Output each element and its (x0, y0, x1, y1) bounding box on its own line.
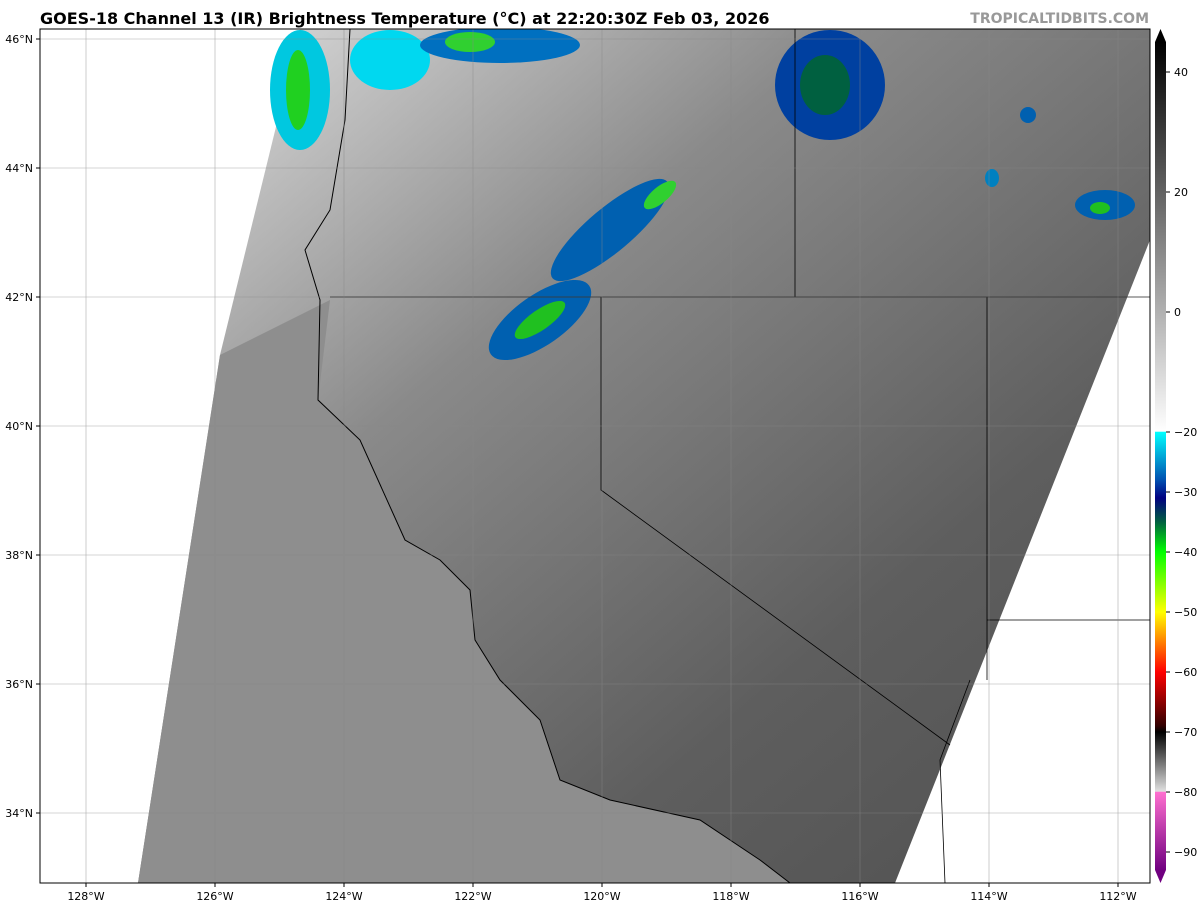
lon-label: 118°W (712, 890, 749, 903)
lon-label: 126°W (196, 890, 233, 903)
lat-label: 34°N (5, 807, 33, 820)
lat-label: 38°N (5, 549, 33, 562)
map-frame (39, 28, 1151, 884)
lat-label: 44°N (5, 162, 33, 175)
colorbar-label: −30 (1174, 486, 1197, 499)
watermark: TROPICALTIDBITS.COM (970, 11, 1149, 27)
colorbar-label: −40 (1174, 546, 1197, 559)
colorbar-label: 40 (1174, 66, 1188, 79)
lat-label: 46°N (5, 33, 33, 46)
cloud-band (270, 29, 1135, 361)
colorbar: 40 20 0 −20 −30 −40 −50 −60 −70 −80 −90 (1155, 29, 1197, 883)
colorbar-label: −70 (1174, 726, 1197, 739)
colorbar-label: −90 (1174, 846, 1197, 859)
colorbar-min-extend (1155, 870, 1166, 883)
coastline (304, 29, 791, 883)
colorbar-label: −20 (1174, 426, 1197, 439)
colorbar-gradient (1155, 42, 1166, 870)
lon-label: 116°W (841, 890, 878, 903)
map-title: GOES-18 Channel 13 (IR) Brightness Tempe… (40, 9, 770, 28)
colorbar-label: 0 (1174, 306, 1181, 319)
lat-label: 40°N (5, 420, 33, 433)
lat-label: 36°N (5, 678, 33, 691)
lon-label: 114°W (970, 890, 1007, 903)
ocean-area (138, 300, 790, 883)
colorbar-label: 20 (1174, 186, 1188, 199)
colorbar-label: −50 (1174, 606, 1197, 619)
lat-label: 42°N (5, 291, 33, 304)
lon-label: 128°W (67, 890, 104, 903)
lon-label: 124°W (325, 890, 362, 903)
colorbar-label: −60 (1174, 666, 1197, 679)
colorbar-label: −80 (1174, 786, 1197, 799)
lon-label: 120°W (583, 890, 620, 903)
lon-label: 112°W (1099, 890, 1136, 903)
colorbar-max-extend (1155, 29, 1166, 42)
lon-label: 122°W (454, 890, 491, 903)
graticule (40, 29, 1150, 883)
